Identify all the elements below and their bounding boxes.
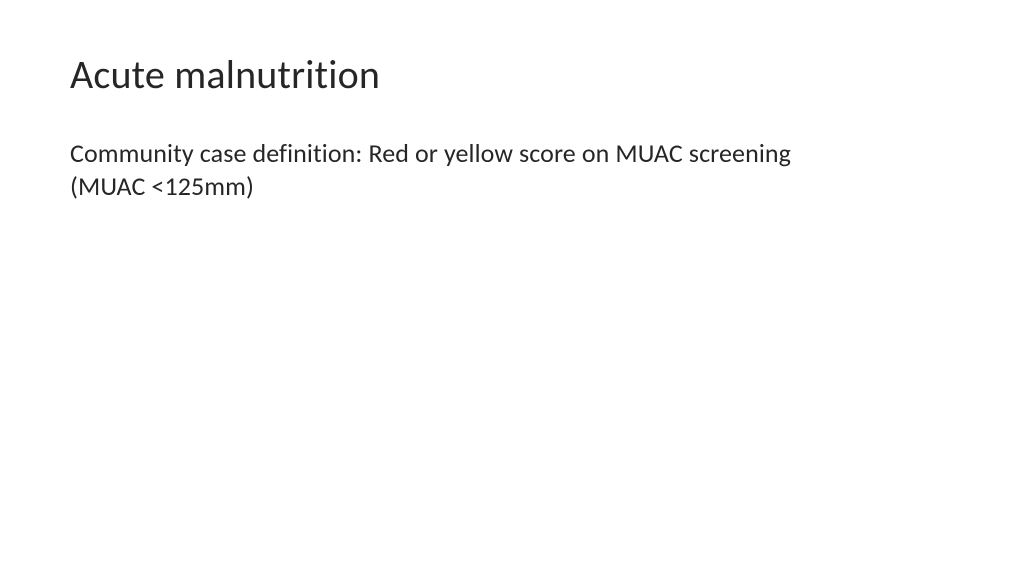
body-line-1: Community case definition: Red or yellow… (70, 137, 791, 169)
body-line-2: (MUAC <125mm) (70, 170, 254, 202)
slide-container: Acute malnutrition Community case defini… (0, 0, 1024, 576)
slide-title: Acute malnutrition (70, 50, 954, 99)
slide-body: Community case definition: Red or yellow… (70, 137, 954, 204)
